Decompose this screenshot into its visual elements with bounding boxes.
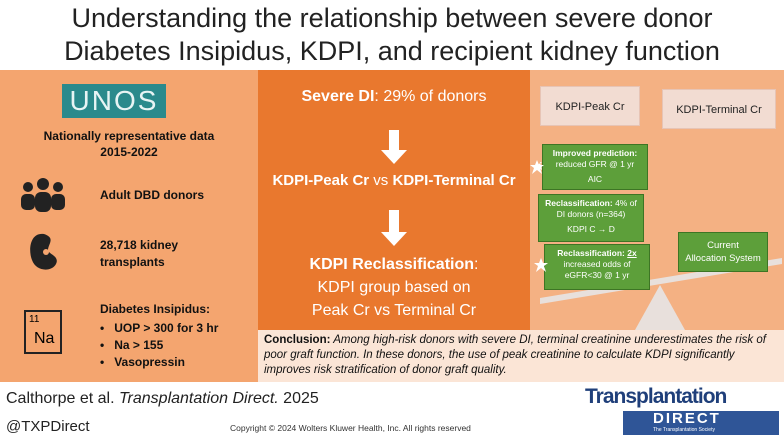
reclass: KDPI Reclassification: KDPI group based …	[258, 253, 530, 322]
element-symbol: Na	[34, 330, 55, 347]
tagline: The Transplantation Society	[653, 427, 715, 433]
text-line: KDPI C → D	[567, 224, 615, 234]
finding: Reclassification: 4% of DI donors (n=364…	[538, 194, 644, 242]
text-line: DI donors (n=364)	[556, 209, 626, 219]
journal: Transplantation Direct.	[118, 390, 279, 407]
finding-title: Reclassification:	[545, 198, 613, 208]
scale-label: KDPI-Terminal Cr	[662, 89, 776, 129]
title: Understanding the relationship between s…	[0, 2, 784, 68]
text-line: Peak Cr vs Terminal Cr	[311, 302, 477, 319]
year: 2025	[278, 390, 319, 407]
scale-label: KDPI-Peak Cr	[540, 86, 640, 126]
text-line: increased odds of	[563, 259, 631, 269]
bullet: • Na > 155	[100, 338, 164, 352]
finding-title: Reclassification:	[557, 248, 628, 258]
finding-title: Improved prediction:	[552, 148, 638, 158]
text-line: eGFR<30 @ 1 yr	[564, 270, 630, 280]
title-line: Understanding the relationship between s…	[71, 3, 713, 33]
middle-panel: Severe DI: 29% of donors KDPI-Peak Cr vs…	[258, 70, 530, 330]
element-number: 11	[29, 314, 40, 325]
text-line: Allocation System	[685, 253, 761, 264]
text-line: AIC	[587, 174, 603, 184]
citation: Calthorpe et al. Transplantation Direct.…	[6, 390, 319, 408]
authors: Calthorpe et al.	[6, 390, 119, 407]
finding: Improved prediction: reduced GFR @ 1 yr …	[542, 144, 648, 190]
text-line: Nationally representative data	[43, 129, 215, 143]
text-line: 28,718 kidney	[100, 238, 179, 252]
reclass-heading: KDPI Reclassification:	[258, 253, 530, 276]
text-line: transplants	[100, 255, 165, 269]
copyright: Copyright © 2024 Wolters Kluwer Health, …	[230, 423, 471, 433]
conclusion-label: Conclusion:	[264, 334, 331, 346]
donors: Adult DBD donors	[100, 188, 204, 202]
heading: KDPI Reclassification	[309, 256, 475, 273]
transplants: 28,718 kidney transplants	[100, 237, 178, 271]
text: 4% of	[612, 198, 637, 208]
right-panel: KDPI-Peak Cr KDPI-Terminal Cr Improved p…	[530, 70, 784, 330]
logo-text: Transplantation	[585, 385, 727, 408]
bullet-text: Na > 155	[114, 338, 164, 352]
bullet: • UOP > 300 for 3 hr	[100, 321, 219, 335]
logo-text: DIRECT	[653, 410, 721, 427]
left-panel: UNOS Nationally representative data 2015…	[0, 70, 258, 382]
emph: 2x	[627, 248, 637, 258]
conclusion: Conclusion: Among high-risk donors with …	[258, 330, 784, 382]
text-line: reduced GFR @ 1 yr	[555, 159, 635, 169]
text-line: KDPI group based on	[317, 279, 471, 296]
text-line: 2015-2022	[100, 145, 158, 159]
title-line: Diabetes Insipidus, KDPI, and recipient …	[64, 36, 720, 66]
element-icon: 11 Na	[24, 310, 62, 354]
star	[530, 160, 544, 174]
bullet-text: UOP > 300 for 3 hr	[114, 321, 219, 335]
data-source: Nationally representative data 2015-2022	[0, 128, 258, 160]
colon: :	[474, 256, 479, 273]
logo-banner: DIRECT The Transplantation Society	[623, 411, 779, 435]
journal-logo: Transplantation DIRECT The Transplantati…	[585, 385, 781, 439]
di-heading: Diabetes Insipidus:	[100, 302, 211, 316]
arrow	[381, 130, 407, 164]
severe-di: Severe DI: 29% of donors	[258, 88, 530, 106]
di-bullets: • UOP > 300 for 3 hr • Na > 155 • Vasopr…	[100, 320, 218, 371]
comparison: KDPI-Peak Cr vs KDPI-Terminal Cr	[258, 172, 530, 189]
unos-logo: UNOS	[62, 84, 166, 118]
b: KDPI-Terminal Cr	[392, 172, 516, 189]
finding: Reclassification: 2x increased odds of e…	[544, 244, 650, 290]
text: : 29% of donors	[374, 88, 487, 105]
a: KDPI-Peak Cr	[272, 172, 370, 189]
bullet: • Vasopressin	[100, 355, 185, 369]
bullet-text: Vasopressin	[114, 355, 185, 369]
handle: @TXPDirect	[6, 418, 90, 435]
text-line: Current	[707, 240, 739, 251]
label: Severe DI	[301, 88, 375, 105]
people-icon	[21, 178, 65, 212]
vs: vs	[369, 172, 393, 189]
kidney-icon	[30, 233, 57, 270]
current-system: Current Allocation System	[678, 232, 768, 272]
conclusion-text: Among high-risk donors with severe DI, t…	[264, 334, 766, 376]
star	[534, 258, 548, 272]
arrow	[381, 210, 407, 246]
